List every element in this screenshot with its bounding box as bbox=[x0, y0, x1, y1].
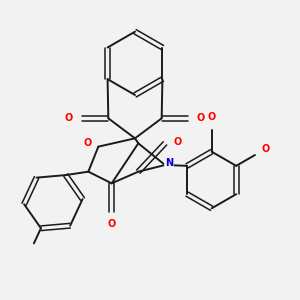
Text: O: O bbox=[197, 113, 205, 123]
Text: O: O bbox=[173, 137, 182, 147]
Text: N: N bbox=[165, 158, 173, 168]
Text: O: O bbox=[65, 113, 73, 123]
Text: O: O bbox=[208, 112, 216, 122]
Text: O: O bbox=[262, 144, 270, 154]
Text: O: O bbox=[83, 138, 92, 148]
Text: O: O bbox=[107, 219, 116, 229]
